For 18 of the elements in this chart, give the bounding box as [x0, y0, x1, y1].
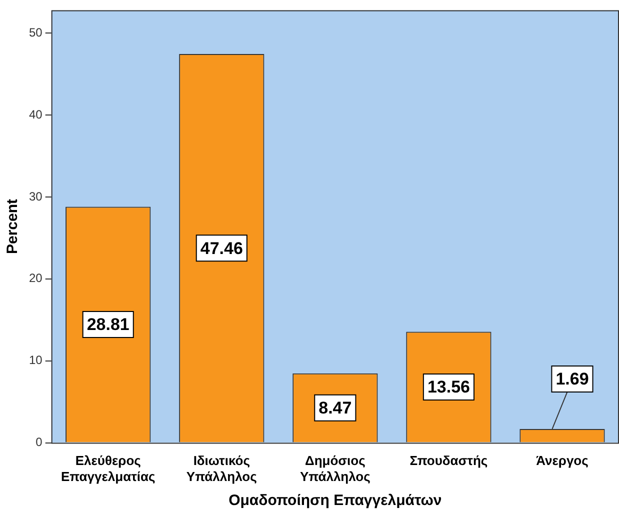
x-tick-label: Δημόσιος Υπάλληλος [300, 453, 371, 484]
data-label: 13.56 [427, 378, 470, 397]
x-tick-label: Σπουδαστής [410, 453, 488, 468]
x-axis-title: Ομαδοποίηση Επαγγελμάτων [228, 492, 442, 510]
y-tick-label: 0 [36, 435, 43, 450]
y-tick-label: 30 [28, 189, 43, 204]
x-tick-label: Ελεύθερος Επαγγελματίας [60, 453, 156, 484]
x-tick-label: Ιδιωτικός Υπάλληλος [186, 453, 258, 484]
y-tick-label: 20 [28, 271, 43, 286]
y-axis-title: Percent [4, 198, 22, 254]
y-tick-label: 10 [28, 353, 43, 368]
data-label: 47.46 [200, 238, 243, 258]
y-tick-label: 40 [28, 107, 43, 122]
data-label: 8.47 [318, 398, 352, 418]
y-tick-label: 50 [28, 25, 43, 40]
data-label: 28.81 [86, 315, 130, 334]
x-tick-label: Άνεργος [536, 453, 589, 468]
data-label: 1.69 [556, 370, 589, 389]
